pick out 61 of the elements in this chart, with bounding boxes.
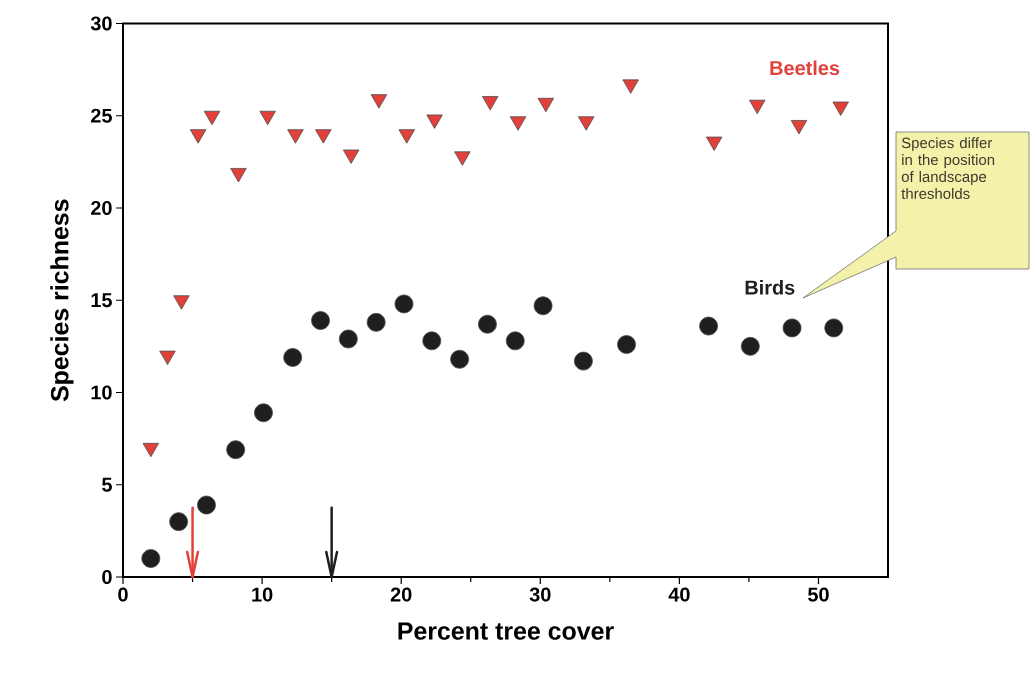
- point: [287, 129, 304, 144]
- point: [169, 512, 189, 532]
- point: [450, 349, 470, 369]
- y-tick-label: 0: [102, 569, 112, 585]
- point: [315, 129, 332, 144]
- point: [159, 350, 176, 365]
- point: [824, 318, 844, 338]
- point: [832, 101, 849, 116]
- point: [394, 294, 414, 314]
- x-tick-label: 20: [390, 587, 412, 602]
- point: [505, 331, 525, 351]
- point: [203, 110, 221, 126]
- point: [537, 97, 555, 113]
- point: [398, 129, 415, 144]
- point: [622, 79, 639, 94]
- point: [338, 329, 358, 349]
- text: Species differ in the position of landscape thresholds: [901, 137, 995, 199]
- point: [454, 151, 471, 166]
- y-tick-label: 20: [91, 200, 112, 216]
- series-label: Birds: [745, 280, 795, 295]
- point: [426, 114, 443, 129]
- point: [311, 311, 330, 330]
- point: [533, 296, 553, 316]
- point: [740, 336, 760, 356]
- point: [577, 116, 595, 131]
- point: [617, 335, 636, 354]
- point: [259, 110, 276, 126]
- point: [699, 316, 718, 336]
- point: [749, 99, 766, 115]
- y-tick-label: 10: [91, 385, 112, 400]
- x-tick-label: 0: [118, 587, 128, 602]
- point: [283, 348, 303, 367]
- point: [197, 495, 216, 515]
- x-tick-label: 40: [668, 587, 690, 602]
- point: [189, 129, 207, 144]
- x-tick-label: 50: [807, 587, 829, 602]
- x-tick-label: 10: [252, 587, 273, 602]
- point: [790, 120, 808, 135]
- point: [141, 549, 161, 568]
- y-tick-label: 25: [91, 108, 112, 123]
- y-axis-title: Species richness: [50, 199, 74, 402]
- point: [509, 116, 527, 131]
- x-tick-label: 30: [529, 587, 551, 602]
- point: [230, 168, 247, 183]
- point: [254, 403, 273, 423]
- point: [342, 149, 360, 164]
- point: [782, 318, 802, 338]
- point: [705, 136, 723, 151]
- point: [482, 96, 499, 111]
- point: [422, 331, 442, 351]
- x-axis-title: Percent tree cover: [398, 622, 614, 640]
- y-tick-label: 5: [102, 477, 112, 492]
- point: [173, 295, 190, 310]
- y-tick-label: 15: [91, 293, 112, 308]
- y-tick-label: 30: [90, 16, 112, 31]
- series-label: Beetles: [770, 60, 840, 76]
- point: [370, 94, 388, 109]
- point: [366, 312, 386, 332]
- point: [478, 314, 497, 334]
- point: [226, 440, 246, 460]
- point: [574, 351, 593, 371]
